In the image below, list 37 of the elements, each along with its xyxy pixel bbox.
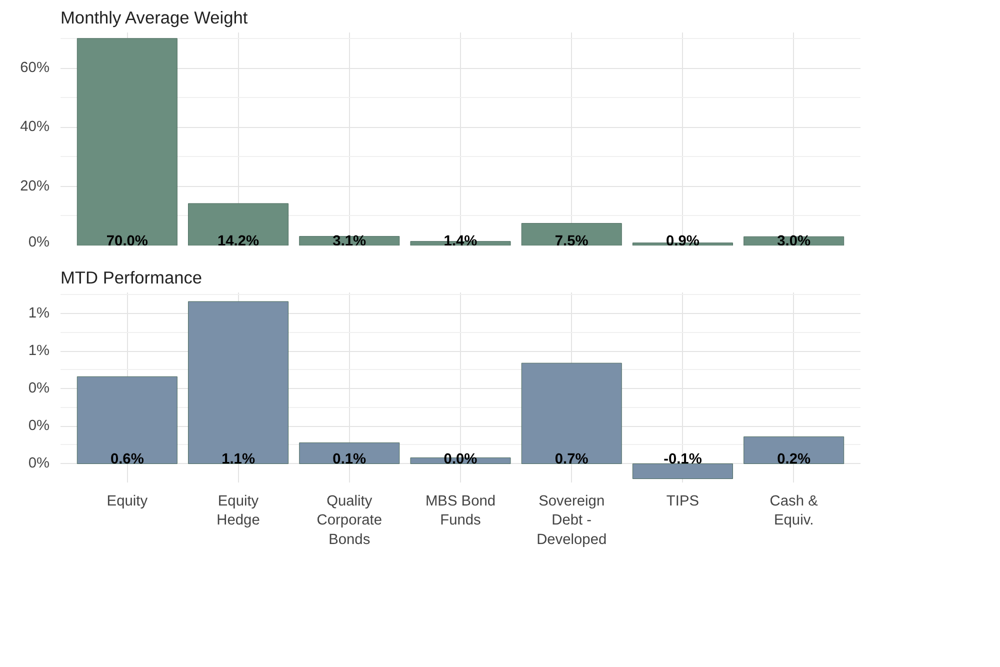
data-label: 3.1%	[332, 234, 366, 250]
y-tick-label: 1%	[28, 343, 50, 360]
bar	[744, 436, 844, 464]
data-label: 0.6%	[110, 452, 144, 468]
y-tick-label: 1%	[28, 306, 50, 322]
chart-title: MTD Performance	[60, 268, 202, 288]
x-tick-label: Sovereign Debt - Developed	[536, 494, 607, 548]
y-tick-label: 20%	[20, 178, 50, 194]
data-label: 1.1%	[222, 452, 255, 468]
x-tick-label: Equity Hedge	[216, 494, 260, 529]
data-label: 0.1%	[332, 452, 366, 468]
x-tick-label: Equity	[106, 494, 148, 510]
data-label: 70.0%	[106, 234, 148, 250]
bar	[632, 463, 733, 479]
x-tick-label: Quality Corporate Bonds	[316, 494, 382, 548]
y-tick-label: 0%	[28, 380, 50, 397]
data-label: 7.5%	[554, 234, 588, 250]
y-tick-label: 0%	[28, 234, 50, 250]
bar	[521, 362, 622, 464]
bar	[76, 376, 178, 464]
data-label: 14.2%	[218, 234, 260, 250]
data-label: 0.2%	[777, 452, 811, 468]
x-tick-label: TIPS	[666, 494, 700, 510]
bar	[188, 301, 289, 464]
y-tick-label: 60%	[20, 60, 50, 76]
y-tick-label: 40%	[20, 119, 50, 136]
chart-title: Monthly Average Weight	[60, 8, 248, 28]
bar	[521, 223, 622, 246]
bar	[188, 203, 289, 246]
x-tick-label: Cash & Equiv.	[770, 494, 818, 529]
bar	[76, 38, 178, 246]
data-label: 3.0%	[777, 234, 811, 250]
y-tick-label: 0%	[28, 456, 50, 472]
data-label: 0.7%	[554, 452, 588, 468]
bar	[299, 442, 400, 464]
y-tick-label: 0%	[28, 418, 50, 434]
x-tick-label: MBS Bond Funds	[425, 494, 496, 529]
